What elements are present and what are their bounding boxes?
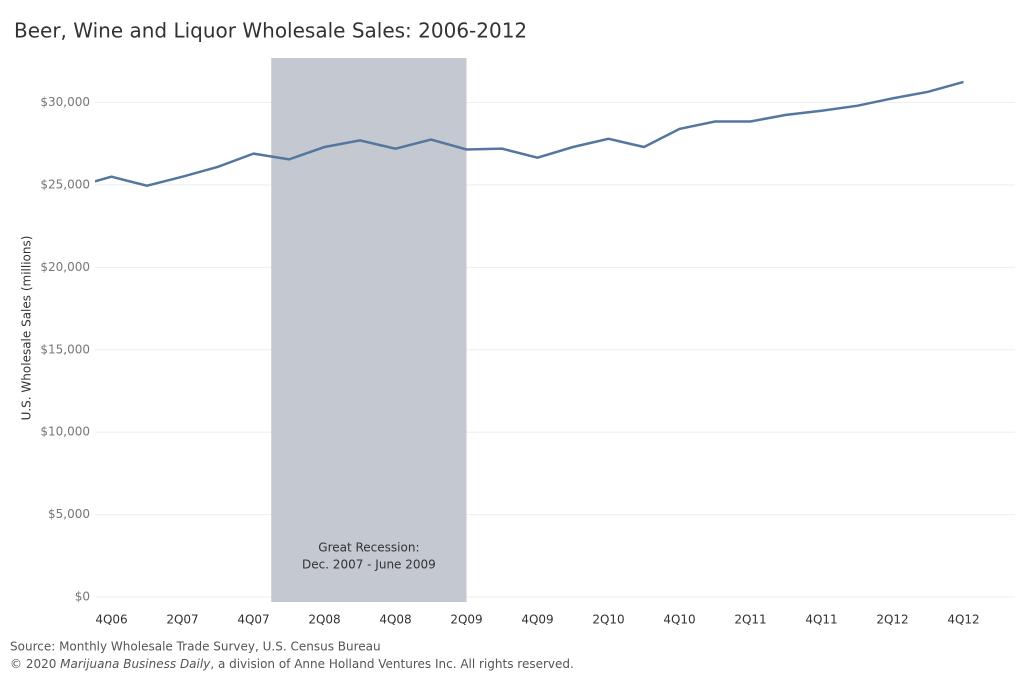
y-axis-label: U.S. Wholesale Sales (millions) (20, 236, 34, 421)
x-tick-label: 4Q09 (521, 613, 553, 627)
copyright-part: , a division of Anne Holland Ventures In… (210, 657, 574, 671)
x-tick-label: 4Q07 (237, 613, 269, 627)
x-tick-label: 2Q12 (876, 613, 908, 627)
y-tick-label: $15,000 (40, 342, 90, 356)
copyright-part: Marijuana Business Daily (60, 657, 211, 671)
x-tick-label: 4Q11 (805, 613, 837, 627)
y-tick-label: $25,000 (40, 177, 90, 191)
x-tick-label: 4Q10 (663, 613, 695, 627)
copyright-part: © 2020 (10, 657, 60, 671)
y-tick-label: $20,000 (40, 260, 90, 274)
chart-title: Beer, Wine and Liquor Wholesale Sales: 2… (14, 19, 527, 43)
y-tick-label: $10,000 (40, 425, 90, 439)
line (95, 80, 964, 188)
x-tick-label: 2Q08 (308, 613, 340, 627)
shaded-region (271, 58, 467, 602)
y-tick-label: $5,000 (48, 507, 90, 521)
region-label: Great Recession: (318, 541, 419, 555)
y-tick-label: $0 (75, 590, 90, 604)
copyright: © 2020 Marijuana Business Daily, a divis… (10, 657, 574, 671)
y-tick-label: $30,000 (40, 95, 90, 109)
x-tick-label: 4Q06 (95, 613, 127, 627)
x-tick-label: 4Q12 (947, 613, 979, 627)
x-tick-label: 2Q11 (734, 613, 766, 627)
x-tick-label: 2Q10 (592, 613, 624, 627)
source: Source: Monthly Wholesale Trade Survey, … (10, 640, 381, 654)
region-label: Dec. 2007 - June 2009 (302, 558, 436, 572)
plot (95, 80, 964, 188)
x-tick-label: 4Q08 (379, 613, 411, 627)
x-tick-label: 2Q07 (166, 613, 198, 627)
x-tick-label: 2Q09 (450, 613, 482, 627)
